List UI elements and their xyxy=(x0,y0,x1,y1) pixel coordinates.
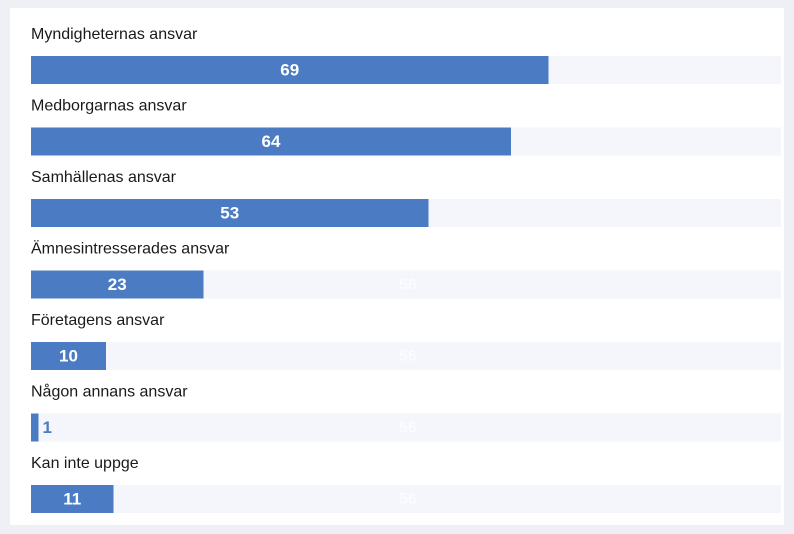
value-label: 53 xyxy=(220,203,239,222)
bar xyxy=(31,485,114,513)
bar-track xyxy=(31,485,781,513)
value-label: 64 xyxy=(262,132,281,151)
value-label: 23 xyxy=(108,275,127,294)
bar xyxy=(31,342,106,370)
track-label: 56 xyxy=(399,491,417,508)
category-label: Myndigheternas ansvar xyxy=(31,26,198,43)
category-label: Kan inte uppge xyxy=(31,455,139,472)
bar-track xyxy=(31,413,781,442)
category-label: Ämnesintresserades ansvar xyxy=(31,240,230,258)
bar-track xyxy=(31,342,781,370)
category-label: Medborgarnas ansvar xyxy=(31,98,187,115)
bar xyxy=(31,413,39,442)
value-label: 1 xyxy=(43,418,52,437)
bar xyxy=(31,270,204,299)
bar xyxy=(31,56,549,84)
value-label: 10 xyxy=(59,346,78,365)
track-label: 56 xyxy=(399,348,417,365)
bar xyxy=(31,127,511,156)
category-label: Någon annans ansvar xyxy=(31,383,188,401)
track-label: 56 xyxy=(399,277,417,294)
category-label: Samhällenas ansvar xyxy=(31,169,177,186)
bar xyxy=(31,199,429,227)
category-label: Företagens ansvar xyxy=(31,312,165,329)
track-label: 56 xyxy=(399,420,417,437)
value-label: 11 xyxy=(63,489,81,508)
value-label: 69 xyxy=(280,60,299,79)
panel xyxy=(10,8,784,525)
